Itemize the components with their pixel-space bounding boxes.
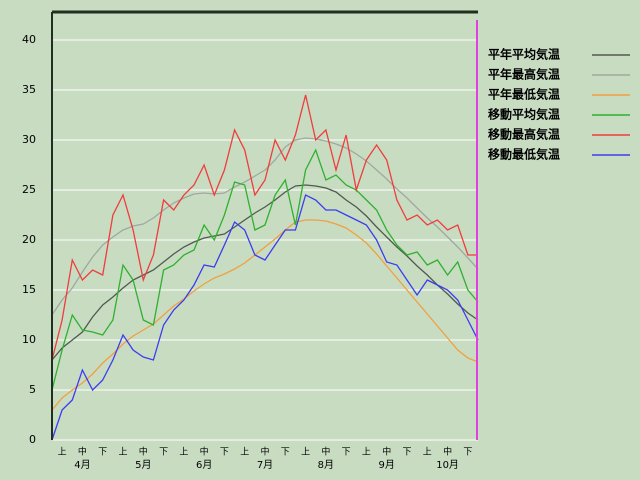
legend-label: 平年最低気温 bbox=[488, 87, 560, 102]
x-tick-label: 上 bbox=[301, 447, 310, 458]
series-line bbox=[51, 148, 479, 391]
x-tick-label: 中 bbox=[139, 446, 148, 458]
x-tick-label: 下 bbox=[402, 448, 411, 458]
x-tick-label: 上 bbox=[58, 447, 67, 458]
legend-label: 移動平均気温 bbox=[488, 107, 560, 122]
x-tick-label: 中 bbox=[200, 446, 209, 458]
legend-label: 移動最高気温 bbox=[488, 127, 560, 142]
y-tick-label: 30 bbox=[22, 133, 36, 146]
x-tick-label: 上 bbox=[423, 447, 432, 458]
month-label: 9月 bbox=[379, 459, 395, 471]
legend-label: 移動最低気温 bbox=[488, 147, 560, 162]
x-tick-label: 上 bbox=[240, 447, 249, 458]
y-tick-label: 15 bbox=[22, 283, 36, 296]
x-tick-label: 中 bbox=[443, 446, 452, 458]
month-label: 5月 bbox=[135, 459, 151, 471]
series-line bbox=[51, 194, 479, 441]
y-tick-label: 0 bbox=[29, 433, 36, 446]
legend-label: 平年平均気温 bbox=[488, 47, 560, 62]
month-label: 6月 bbox=[196, 459, 212, 471]
x-tick-label: 中 bbox=[78, 446, 87, 458]
x-tick-label: 下 bbox=[342, 448, 351, 458]
x-tick-label: 上 bbox=[179, 447, 188, 458]
x-tick-label: 中 bbox=[382, 446, 391, 458]
legend-label: 平年最高気温 bbox=[488, 67, 560, 82]
x-tick-label: 中 bbox=[321, 446, 330, 458]
series-line bbox=[51, 219, 479, 411]
y-tick-label: 20 bbox=[22, 233, 36, 246]
x-tick-label: 下 bbox=[220, 448, 229, 458]
month-label: 7月 bbox=[257, 459, 273, 471]
month-label: 8月 bbox=[318, 459, 334, 471]
month-label: 10月 bbox=[436, 459, 459, 471]
x-tick-label: 中 bbox=[260, 446, 269, 458]
month-label: 4月 bbox=[74, 459, 90, 471]
x-tick-label: 下 bbox=[463, 448, 472, 458]
x-tick-label: 下 bbox=[98, 448, 107, 458]
x-tick-label: 下 bbox=[281, 448, 290, 458]
y-tick-label: 10 bbox=[22, 333, 36, 346]
series-line bbox=[51, 184, 479, 361]
series-line bbox=[51, 94, 478, 361]
y-tick-label: 5 bbox=[29, 383, 36, 396]
x-tick-label: 上 bbox=[362, 447, 371, 458]
y-tick-label: 40 bbox=[22, 33, 36, 46]
series-line bbox=[51, 137, 479, 316]
y-tick-label: 25 bbox=[22, 183, 36, 196]
x-tick-label: 上 bbox=[118, 447, 127, 458]
grid bbox=[52, 39, 478, 441]
x-tick-label: 下 bbox=[159, 448, 168, 458]
plot bbox=[51, 94, 479, 441]
y-tick-label: 35 bbox=[22, 83, 36, 96]
